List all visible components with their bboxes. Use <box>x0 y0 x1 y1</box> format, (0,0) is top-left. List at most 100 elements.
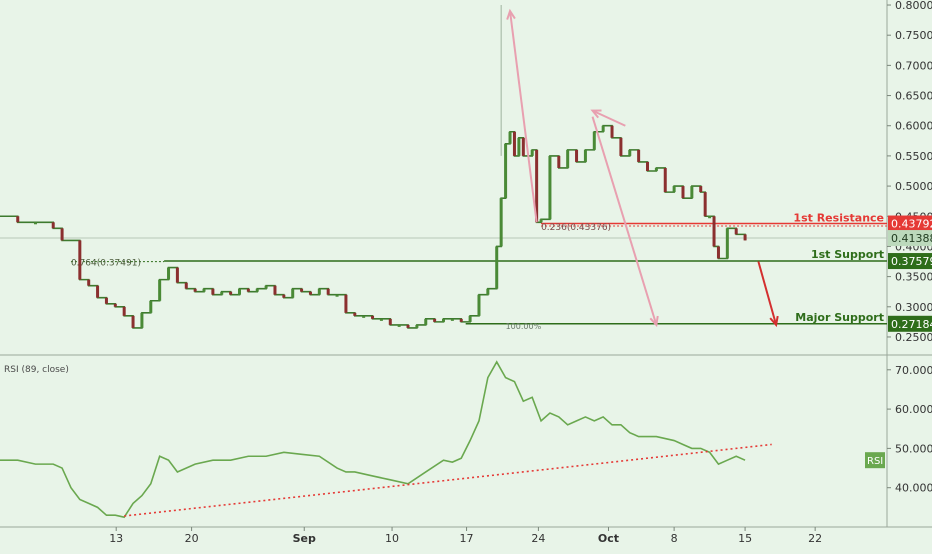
price-candle <box>193 288 197 292</box>
price-candle <box>51 222 55 229</box>
price-candle <box>96 285 100 298</box>
price-candle <box>703 192 707 217</box>
price-candle <box>583 149 587 162</box>
price-candle <box>548 155 552 220</box>
price-candle <box>264 285 268 289</box>
rsi-badge-box <box>865 452 885 469</box>
price-candle <box>637 149 641 162</box>
time-tick-label: Sep <box>293 532 316 545</box>
price-candle <box>255 288 259 292</box>
price-candle <box>477 294 481 316</box>
price-candle <box>512 131 516 156</box>
time-tick-label: 20 <box>185 532 199 545</box>
price-candle <box>282 294 286 298</box>
fib-764-label: 0.764(0.37491) <box>71 259 141 269</box>
projection-arrow-up-1-head <box>506 8 516 20</box>
target-arrow-shaft <box>757 261 778 326</box>
price-candle <box>734 228 738 235</box>
projection-arrow-up-2-shaft <box>592 109 626 127</box>
price-candle <box>521 137 525 156</box>
price-candle <box>184 282 188 289</box>
projection-arrow-up-1-shaft <box>509 10 538 223</box>
fib-100-label: 100.00% <box>506 322 542 331</box>
price-candle <box>716 246 720 259</box>
price-candle <box>158 279 162 301</box>
price-candle <box>725 228 729 259</box>
price-candle <box>517 137 521 156</box>
price-candle <box>140 312 144 328</box>
time-tick-label: 17 <box>460 532 474 545</box>
time-tick-label: 13 <box>109 532 123 545</box>
price-candle <box>149 300 153 313</box>
price-candle <box>433 318 437 322</box>
price-candle <box>353 312 357 316</box>
price-candle <box>530 149 534 156</box>
price-candle <box>406 324 410 328</box>
projection-arrow-up-2-head <box>590 109 602 119</box>
price-candle <box>508 131 512 144</box>
price-candle <box>619 137 623 156</box>
price-candle <box>371 315 375 319</box>
price-candle <box>450 318 454 321</box>
price-candle <box>317 288 321 295</box>
time-tick-label: 10 <box>385 532 399 545</box>
support-label: 1st Support <box>811 248 884 261</box>
price-candle <box>663 167 667 193</box>
price-candle <box>499 198 503 247</box>
price-candle <box>601 125 605 132</box>
target-arrow-head <box>769 315 779 328</box>
price-candle <box>397 324 401 327</box>
price-candle <box>362 315 366 318</box>
price-candle <box>575 149 579 162</box>
price-candle <box>672 186 676 193</box>
rsi-line <box>0 360 746 519</box>
price-candle <box>415 324 419 328</box>
rsi-badge-text: RSI <box>867 456 883 467</box>
price-candle <box>459 318 463 322</box>
price-candle <box>504 143 508 199</box>
time-tick-label: 8 <box>671 532 678 545</box>
price-candle <box>690 186 694 199</box>
price-candle <box>175 267 179 283</box>
projection-arrow-down-head <box>649 315 659 328</box>
time-tick-label: Oct <box>598 532 619 545</box>
price-candle <box>87 279 91 286</box>
rsi-title: RSI (89, close) <box>4 365 69 375</box>
price-candle <box>237 288 241 295</box>
price-candle <box>104 297 108 304</box>
price-candle <box>308 291 312 295</box>
price-candle <box>646 161 650 171</box>
price-candle <box>712 216 716 247</box>
support-badge-text: 0.37579 <box>891 255 932 268</box>
price-candle <box>167 267 171 280</box>
current-price-badge-box <box>888 230 932 247</box>
price-candle <box>16 216 20 223</box>
price-candle <box>344 294 348 313</box>
price-candle <box>486 288 490 295</box>
price-candle <box>326 288 330 295</box>
price-candle <box>539 219 543 223</box>
major-support-badge-box <box>888 315 932 332</box>
price-candle <box>424 318 428 325</box>
price-candle <box>699 186 703 193</box>
time-tick-label: 24 <box>531 532 545 545</box>
price-candle <box>495 246 499 289</box>
fib-236-label: 0.236(0.43376) <box>541 223 611 233</box>
price-candle <box>557 155 561 168</box>
resistance-label: 1st Resistance <box>793 212 884 225</box>
